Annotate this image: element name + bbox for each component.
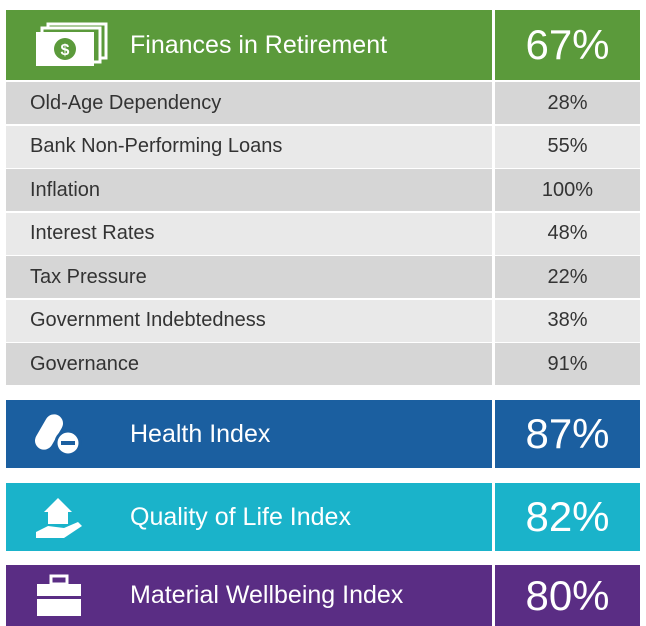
health-value: 87% bbox=[495, 400, 640, 468]
finance-row: Bank Non-Performing Loans 55% bbox=[6, 125, 640, 168]
finances-value: 67% bbox=[495, 10, 640, 80]
row-label: Interest Rates bbox=[6, 212, 492, 255]
material-title: Material Wellbeing Index bbox=[130, 581, 404, 609]
finance-row: Old-Age Dependency 28% bbox=[6, 82, 640, 124]
finances-title: Finances in Retirement bbox=[130, 30, 388, 59]
briefcase-icon bbox=[37, 574, 81, 616]
row-value: 100% bbox=[495, 169, 640, 211]
row-value: 38% bbox=[495, 299, 640, 342]
row-value: 55% bbox=[495, 125, 640, 168]
row-label: Inflation bbox=[6, 169, 492, 211]
health-band: Health Index 87% bbox=[6, 400, 640, 468]
row-value: 48% bbox=[495, 212, 640, 255]
finances-title-cell: $ Finances in Retirement bbox=[6, 10, 492, 80]
house-hand-icon bbox=[36, 498, 82, 538]
material-title-cell: Material Wellbeing Index bbox=[6, 565, 492, 626]
row-value: 91% bbox=[495, 343, 640, 385]
row-label: Government Indebtedness bbox=[6, 299, 492, 342]
material-value: 80% bbox=[495, 565, 640, 626]
quality-value: 82% bbox=[495, 483, 640, 551]
quality-title: Quality of Life Index bbox=[130, 502, 351, 531]
health-title-cell: Health Index bbox=[6, 400, 492, 468]
row-label: Tax Pressure bbox=[6, 256, 492, 298]
row-value: 28% bbox=[495, 82, 640, 124]
quality-title-cell: Quality of Life Index bbox=[6, 483, 492, 551]
finance-row: Tax Pressure 22% bbox=[6, 256, 640, 298]
finance-row: Governance 91% bbox=[6, 343, 640, 385]
row-label: Governance bbox=[6, 343, 492, 385]
finance-row: Interest Rates 48% bbox=[6, 212, 640, 255]
row-value: 22% bbox=[495, 256, 640, 298]
health-title: Health Index bbox=[130, 419, 271, 448]
finance-row: Government Indebtedness 38% bbox=[6, 299, 640, 342]
pill-icon bbox=[35, 414, 82, 457]
svg-text:$: $ bbox=[61, 42, 70, 59]
quality-band: Quality of Life Index 82% bbox=[6, 483, 640, 551]
finances-header: $ Finances in Retirement 67% bbox=[6, 10, 640, 80]
row-label: Old-Age Dependency bbox=[6, 82, 492, 124]
money-icon: $ bbox=[36, 22, 108, 66]
material-band: Material Wellbeing Index 80% bbox=[6, 565, 640, 626]
row-label: Bank Non-Performing Loans bbox=[6, 125, 492, 168]
finance-row: Inflation 100% bbox=[6, 169, 640, 211]
